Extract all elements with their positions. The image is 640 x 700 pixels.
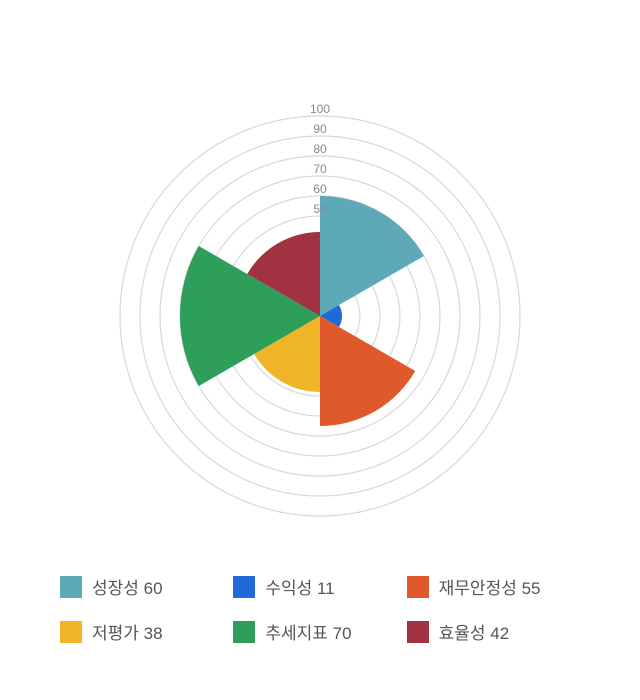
radar-chart: 50 60 70 80 90 100 (40, 56, 600, 556)
slice-growth (320, 196, 424, 316)
axis-tick-70: 70 (313, 162, 327, 176)
legend-label: 효율성 42 (439, 619, 510, 644)
legend-label: 성장성 60 (92, 574, 163, 599)
slice-stability (320, 316, 415, 426)
legend-item-4: 추세지표 70 (233, 619, 406, 644)
legend-swatch (60, 576, 82, 598)
legend-swatch (407, 621, 429, 643)
legend-swatch (233, 576, 255, 598)
legend-item-3: 저평가 38 (60, 619, 233, 644)
legend-label: 재무안정성 55 (439, 574, 541, 599)
axis-tick-90: 90 (313, 122, 327, 136)
axis-tick-80: 80 (313, 142, 327, 156)
chart-canvas: 50 60 70 80 90 100 (40, 56, 600, 556)
legend-swatch (407, 576, 429, 598)
axis-tick-100: 100 (310, 102, 330, 116)
legend-item-2: 재무안정성 55 (407, 574, 580, 599)
legend-item-0: 성장성 60 (60, 574, 233, 599)
legend-label: 추세지표 70 (265, 619, 351, 644)
legend-swatch (233, 621, 255, 643)
legend-label: 수익성 11 (265, 574, 334, 599)
legend: 성장성 60 수익성 11 재무안정성 55 저평가 38 추세지표 70 효율성 42 (40, 574, 600, 644)
legend-item-1: 수익성 11 (233, 574, 406, 599)
axis-tick-60: 60 (313, 182, 327, 196)
legend-item-5: 효율성 42 (407, 619, 580, 644)
axis-tick-50: 50 (313, 202, 327, 216)
legend-swatch (60, 621, 82, 643)
legend-label: 저평가 38 (92, 619, 163, 644)
